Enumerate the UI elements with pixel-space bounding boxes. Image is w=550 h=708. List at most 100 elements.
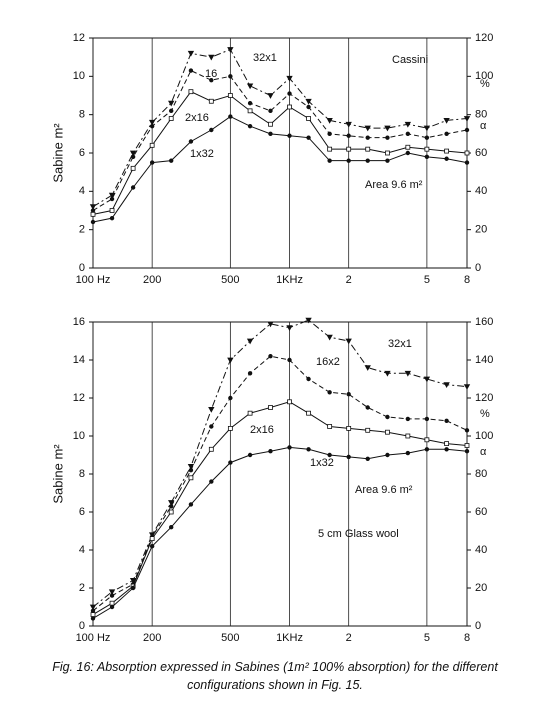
series-label: 2x16	[185, 112, 209, 124]
marker	[188, 475, 194, 481]
y-tick-label: 10	[73, 430, 85, 442]
y-tick-label: 8	[79, 109, 85, 121]
marker	[188, 68, 194, 73]
marker	[326, 118, 333, 124]
marker	[227, 357, 234, 364]
marker	[443, 382, 450, 389]
marker	[247, 452, 253, 458]
marker	[327, 452, 332, 458]
marker	[424, 437, 430, 443]
marker	[187, 50, 195, 57]
marker	[385, 414, 390, 420]
x-tick-label: 5	[424, 274, 430, 286]
marker	[305, 317, 312, 324]
caption-line: configurations shown in Fig. 15.	[187, 678, 363, 692]
marker	[306, 116, 311, 121]
y-tick-label: 4	[79, 185, 85, 197]
marker	[364, 365, 371, 371]
marker	[188, 139, 194, 144]
marker	[385, 135, 390, 140]
marker	[327, 424, 333, 429]
y2-unit: %	[480, 78, 490, 90]
marker	[444, 447, 449, 452]
marker	[109, 593, 115, 598]
marker	[286, 325, 293, 332]
marker	[228, 460, 233, 465]
marker	[268, 121, 273, 127]
y2-tick-label: 60	[475, 147, 487, 159]
marker	[346, 146, 352, 152]
marker	[227, 47, 234, 53]
annotation: Cassini	[392, 54, 428, 66]
series-label: 1x32	[190, 148, 214, 160]
annotation: Area 9.6 m²	[355, 484, 413, 496]
marker	[365, 405, 370, 410]
marker	[209, 424, 214, 429]
marker	[306, 104, 311, 110]
marker	[109, 600, 115, 606]
y-tick-label: 4	[79, 544, 85, 556]
marker	[247, 371, 253, 376]
marker	[424, 416, 430, 422]
marker	[228, 74, 233, 79]
marker	[287, 91, 292, 96]
series-label: 32x1	[388, 338, 412, 350]
marker	[169, 158, 174, 163]
marker	[168, 500, 175, 506]
y-tick-label: 2	[79, 224, 85, 236]
marker	[168, 100, 175, 107]
series-line	[92, 446, 468, 619]
y-tick-label: 8	[79, 468, 85, 480]
y2-tick-label: 20	[475, 582, 487, 594]
marker	[424, 146, 430, 152]
marker	[464, 150, 470, 156]
annotation: Area 9.6 m²	[365, 179, 423, 191]
y2-tick-label: 20	[475, 224, 487, 236]
series-line	[92, 69, 468, 211]
marker	[305, 98, 312, 105]
marker	[444, 131, 449, 137]
marker	[424, 154, 430, 160]
y2-tick-label: 140	[475, 354, 493, 366]
marker	[246, 338, 254, 345]
marker	[306, 376, 311, 382]
marker	[90, 612, 96, 617]
series-label: 2x16	[250, 424, 274, 436]
marker	[168, 509, 174, 515]
marker	[287, 399, 292, 405]
y2-tick-label: 40	[475, 544, 487, 556]
marker	[90, 208, 96, 213]
marker	[327, 158, 332, 163]
marker	[327, 390, 332, 395]
marker	[405, 150, 411, 156]
marker	[130, 165, 136, 171]
marker	[149, 160, 155, 165]
marker	[424, 135, 430, 140]
marker	[444, 148, 450, 154]
marker	[268, 108, 273, 114]
marker	[108, 589, 116, 596]
marker	[463, 116, 471, 122]
marker	[208, 446, 214, 452]
y-axis-label: Sabine m²	[50, 123, 65, 183]
y-tick-label: 0	[79, 620, 85, 632]
marker	[208, 54, 215, 61]
marker	[130, 585, 136, 591]
y-tick-label: 16	[73, 316, 85, 328]
y-tick-label: 2	[79, 582, 85, 594]
marker	[345, 121, 352, 128]
y2-tick-label: 40	[475, 185, 487, 197]
plot-frame	[92, 321, 468, 627]
marker	[149, 123, 155, 129]
marker	[268, 405, 273, 410]
marker	[149, 536, 155, 541]
marker	[246, 83, 254, 90]
marker	[149, 142, 155, 148]
marker	[188, 502, 194, 507]
marker	[90, 219, 96, 225]
x-tick-label: 5	[424, 632, 430, 644]
marker	[287, 104, 292, 110]
marker	[423, 376, 431, 383]
marker	[209, 77, 214, 83]
x-tick-label: 200	[143, 632, 161, 644]
